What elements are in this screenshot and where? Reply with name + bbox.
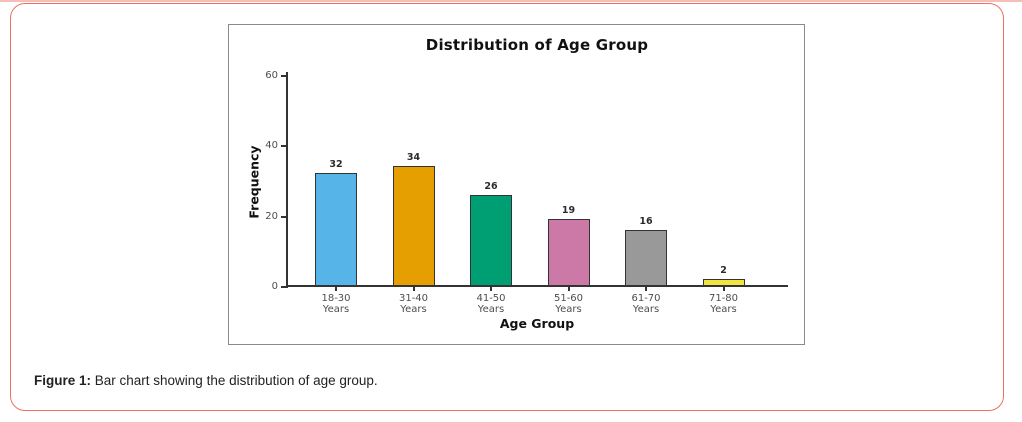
y-tick-mark [281,215,286,218]
y-tick-mark [281,75,286,77]
y-tick-label: 0 [271,281,278,292]
y-tick-label: 60 [265,70,278,81]
x-tick-mark [722,287,725,291]
chart-title: Distribution of Age Group [425,36,649,54]
bar-value-label: 16 [639,215,653,227]
y-tick-label: 40 [265,140,278,152]
figure-card: Distribution of Age Group 0 20 40 60 32 18-30… [10,3,1004,411]
y-axis-title: Frequency [246,145,262,219]
bar-31-40-years [392,166,435,286]
x-axis-spine [286,285,788,287]
x-tick-mark [645,287,647,291]
figure-caption-text: Bar chart showing the distribution of ag… [91,373,378,388]
x-tick-mark [412,287,415,291]
x-tick-label: 61-70 Years [631,293,661,315]
bar-51-60-years [547,219,590,286]
x-tick-mark [567,287,570,291]
y-tick-label: 20 [265,210,278,222]
bar-18-30-years [315,173,357,286]
x-tick-label: 51-60 Years [553,293,584,315]
figure-caption: Figure 1: Bar chart showing the distribu… [34,373,378,388]
x-tick-label: 31-40 Years [398,293,429,315]
bar-61-70-years [625,229,667,286]
bar-71-80-years [702,278,745,286]
bar-value-label: 26 [484,180,498,192]
x-axis-title: Age Group [499,316,575,331]
bar-value-label: 34 [406,152,421,164]
x-tick-label: 41-50 Years [476,293,506,315]
x-tick-label: 18-30 Years [321,293,351,315]
bar-chart-plot: 0 20 40 60 32 18-30 Years 34 31-40 Years 26 41-50 Ye… [265,70,788,315]
top-edge-line [0,0,1022,2]
y-tick-mark [281,286,286,288]
bar-value-label: 19 [561,205,576,217]
bar-value-label: 2 [720,264,727,276]
y-axis-spine [286,72,288,288]
bar-41-50-years [470,194,512,286]
x-tick-mark [490,287,492,291]
figure-caption-label: Figure 1: [34,373,92,388]
x-tick-mark [335,287,337,291]
x-tick-label: 71-80 Years [708,293,739,315]
bar-value-label: 32 [329,159,343,171]
y-tick-mark [281,145,286,148]
chart-panel: Distribution of Age Group 0 20 40 60 32 18-30… [228,24,805,345]
